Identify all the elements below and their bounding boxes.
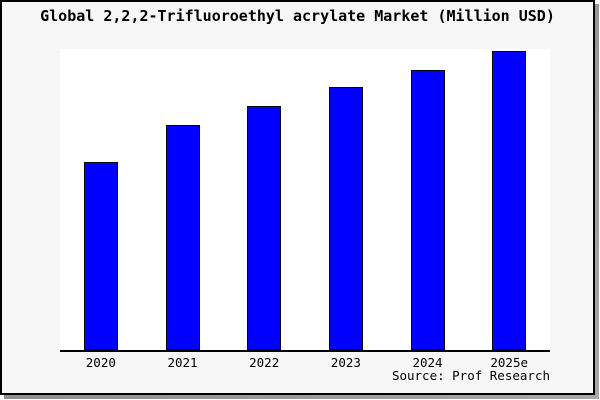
x-tick-label-2025e: 2025e <box>490 355 529 370</box>
bar-slot-2021 <box>142 49 224 350</box>
bar-2021 <box>165 125 200 350</box>
x-tick-label-2024: 2024 <box>412 355 443 370</box>
bar-2025e <box>492 51 527 350</box>
plot-area <box>60 49 550 352</box>
bar-slot-2025e <box>468 49 550 350</box>
chart-title: Global 2,2,2-Trifluoroethyl acrylate Mar… <box>40 7 555 25</box>
bar-2022 <box>247 106 282 350</box>
x-tick-label-2021: 2021 <box>167 355 198 370</box>
x-tick-label-2022: 2022 <box>249 355 280 370</box>
x-tick-label-2020: 2020 <box>85 355 116 370</box>
source-caption: Source: Prof Research <box>391 368 550 383</box>
bar-slot-2023 <box>305 49 387 350</box>
bar-2020 <box>83 162 118 350</box>
bar-slot-2024 <box>387 49 469 350</box>
x-tick-label-2023: 2023 <box>330 355 361 370</box>
bar-2024 <box>410 70 445 350</box>
x-axis: 2020 2021 2022 2023 2024 2025e <box>60 355 550 370</box>
chart-card: Global 2,2,2-Trifluoroethyl acrylate Mar… <box>0 0 595 395</box>
bar-slot-2022 <box>223 49 305 350</box>
bar-slot-2020 <box>60 49 142 350</box>
bar-2023 <box>328 87 363 350</box>
